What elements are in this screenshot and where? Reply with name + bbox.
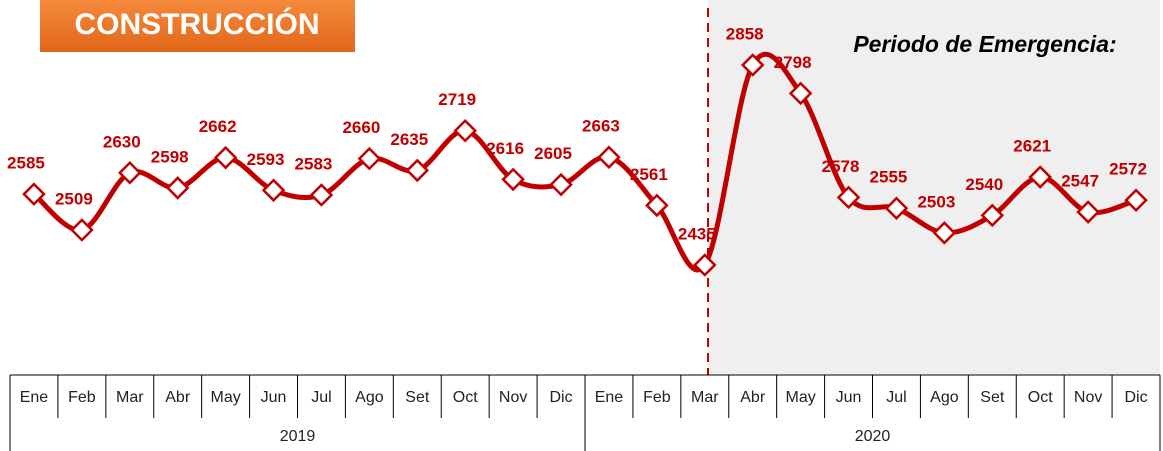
- x-tick-label: Ene: [595, 389, 624, 406]
- x-tick-label: May: [786, 389, 816, 406]
- emergency-shade: [708, 0, 1160, 375]
- value-label: 2598: [151, 147, 189, 166]
- marker: [1124, 188, 1148, 212]
- marker: [1076, 200, 1100, 224]
- value-label: 2605: [534, 144, 572, 163]
- marker: [645, 193, 669, 218]
- group-label: 2020: [855, 428, 891, 445]
- value-label: 2593: [247, 150, 285, 169]
- x-tick-label: Nov: [1074, 389, 1102, 406]
- marker: [836, 185, 861, 210]
- x-tick-label: Feb: [68, 389, 96, 406]
- marker: [1028, 165, 1052, 189]
- marker: [22, 182, 46, 206]
- value-label: 2578: [822, 157, 860, 176]
- title-box: [40, 0, 355, 52]
- value-label: 2858: [726, 24, 764, 43]
- marker: [309, 183, 334, 207]
- annotation: Periodo de Emergencia:: [853, 31, 1116, 57]
- marker: [118, 161, 142, 185]
- value-label: 2503: [917, 192, 955, 211]
- x-tick-label: Jul: [311, 389, 331, 406]
- marker: [788, 81, 813, 106]
- x-tick-label: Ago: [355, 389, 384, 406]
- value-label: 2616: [486, 139, 524, 158]
- x-tick-label: Set: [980, 389, 1005, 406]
- x-tick-label: Jun: [261, 389, 287, 406]
- value-label: 2798: [774, 53, 812, 72]
- value-label: 2509: [55, 189, 93, 208]
- marker: [261, 178, 286, 203]
- value-label: 2660: [342, 118, 380, 137]
- value-label: 2547: [1061, 172, 1099, 191]
- value-label: 2621: [1013, 137, 1051, 156]
- marker: [405, 158, 430, 183]
- x-tick-label: Abr: [740, 389, 766, 406]
- x-tick-label: Dic: [549, 389, 572, 406]
- value-label: 2561: [630, 165, 668, 184]
- value-label: 2662: [199, 117, 237, 136]
- x-tick-label: Ago: [930, 389, 959, 406]
- marker: [165, 176, 190, 200]
- x-tick-label: Ene: [20, 389, 49, 406]
- x-tick-label: Mar: [116, 389, 144, 406]
- marker: [980, 203, 1005, 228]
- x-tick-label: Dic: [1124, 389, 1147, 406]
- value-label: 2540: [965, 175, 1003, 194]
- marker: [357, 146, 382, 171]
- value-label: 2630: [103, 132, 141, 151]
- value-label: 2635: [390, 130, 428, 149]
- marker: [549, 172, 573, 197]
- x-tick-label: Oct: [453, 389, 478, 406]
- value-label: 2555: [870, 168, 908, 187]
- group-label: 2019: [280, 428, 316, 445]
- marker: [932, 221, 957, 245]
- value-label: 2435: [678, 224, 716, 243]
- marker: [453, 118, 477, 143]
- x-tick-label: Set: [405, 389, 430, 406]
- value-label: 2583: [295, 155, 333, 174]
- value-label: 2572: [1109, 160, 1147, 179]
- marker: [884, 196, 909, 221]
- marker: [597, 145, 621, 169]
- x-tick-label: Mar: [691, 389, 719, 406]
- marker: [693, 253, 717, 277]
- x-tick-label: Nov: [499, 389, 527, 406]
- value-label: 2719: [438, 90, 476, 109]
- value-label: 2663: [582, 117, 620, 136]
- x-tick-label: Oct: [1028, 389, 1053, 406]
- x-tick-label: Abr: [165, 389, 191, 406]
- x-tick-label: Feb: [643, 389, 671, 406]
- marker: [740, 53, 765, 77]
- marker: [70, 218, 94, 242]
- marker: [501, 167, 525, 192]
- x-tick-label: May: [211, 389, 241, 406]
- x-tick-label: Jun: [836, 389, 862, 406]
- marker: [213, 145, 238, 170]
- chart-title: CONSTRUCCIÓN: [75, 7, 320, 41]
- value-label: 2585: [7, 154, 45, 173]
- x-tick-label: Jul: [886, 389, 906, 406]
